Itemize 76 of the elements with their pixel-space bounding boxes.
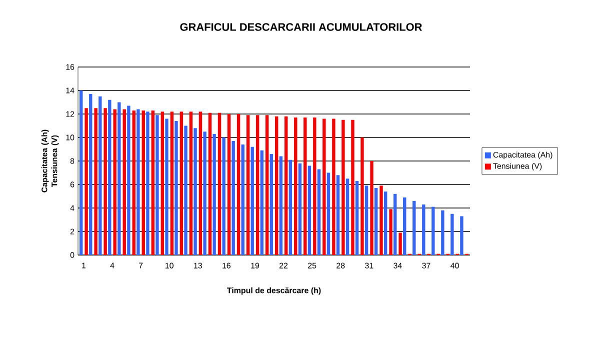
bar <box>227 114 231 255</box>
bar <box>284 116 288 255</box>
bar <box>89 94 92 255</box>
bar <box>374 188 378 255</box>
bar <box>336 175 340 255</box>
bar <box>136 109 140 255</box>
chart-title: GRAFICUL DESCARCARII ACUMULATORILOR <box>180 23 422 31</box>
bar <box>275 116 278 255</box>
bar <box>189 112 193 255</box>
bar <box>422 204 426 255</box>
bar <box>298 163 302 255</box>
bar <box>313 118 316 255</box>
bar <box>98 96 102 255</box>
bar <box>108 100 112 255</box>
bar <box>236 114 240 255</box>
bar <box>256 115 260 255</box>
bar <box>174 121 178 255</box>
bar <box>122 109 126 255</box>
bar <box>127 106 130 255</box>
bar <box>304 118 307 255</box>
bar <box>246 115 250 255</box>
bar <box>142 110 145 255</box>
bar <box>389 209 392 255</box>
bar <box>194 128 197 255</box>
bar <box>355 180 359 255</box>
bar <box>180 112 184 255</box>
bar <box>322 118 326 255</box>
bar <box>218 112 222 255</box>
bar <box>308 166 312 255</box>
bar <box>198 112 202 255</box>
bar <box>360 138 364 255</box>
bar <box>380 186 383 255</box>
bar <box>450 214 454 255</box>
bar <box>212 134 216 255</box>
bar <box>113 109 116 255</box>
bar <box>317 169 321 255</box>
bar <box>294 118 298 255</box>
bar <box>80 90 83 255</box>
bar <box>208 112 212 255</box>
bar <box>370 161 374 255</box>
bar <box>184 126 188 255</box>
bar <box>332 118 336 255</box>
bar <box>94 108 98 255</box>
bar <box>265 115 269 255</box>
bar <box>170 112 174 255</box>
bar <box>250 146 254 255</box>
bar <box>460 216 464 255</box>
bar <box>118 102 121 255</box>
bar <box>104 108 107 255</box>
bar <box>151 110 155 255</box>
bar <box>84 108 88 255</box>
bar <box>160 112 164 255</box>
bar <box>270 154 274 255</box>
bar <box>260 150 264 255</box>
bar <box>326 172 330 255</box>
bar <box>288 160 292 255</box>
bar <box>364 186 368 255</box>
bar <box>203 132 206 255</box>
bar <box>156 115 159 255</box>
bar <box>432 206 435 255</box>
bar <box>346 178 350 255</box>
bar <box>279 156 283 255</box>
bar <box>384 192 388 255</box>
bar <box>165 118 168 255</box>
bar <box>132 110 136 255</box>
bar <box>232 141 235 255</box>
bar <box>146 112 150 255</box>
bar <box>412 200 416 255</box>
bar <box>441 210 444 255</box>
bar <box>351 120 354 255</box>
bar <box>398 232 402 255</box>
bar <box>342 120 345 255</box>
bar <box>393 194 397 255</box>
bar <box>241 144 244 255</box>
bar <box>222 138 226 255</box>
bar <box>403 197 406 255</box>
